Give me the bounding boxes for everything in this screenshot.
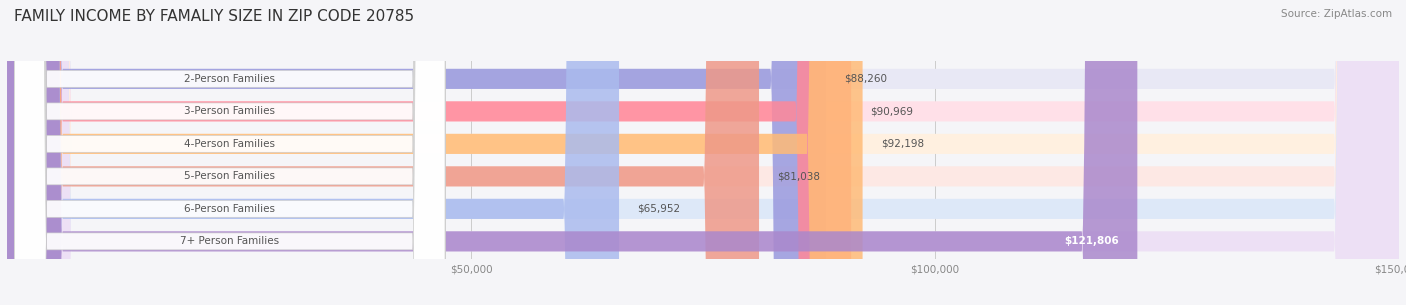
Text: 4-Person Families: 4-Person Families: [184, 139, 276, 149]
FancyBboxPatch shape: [7, 0, 863, 305]
Text: $92,198: $92,198: [882, 139, 924, 149]
Text: Source: ZipAtlas.com: Source: ZipAtlas.com: [1281, 9, 1392, 19]
Text: $90,969: $90,969: [870, 106, 912, 117]
Text: $81,038: $81,038: [778, 171, 821, 181]
Text: 3-Person Families: 3-Person Families: [184, 106, 276, 117]
Text: 5-Person Families: 5-Person Families: [184, 171, 276, 181]
FancyBboxPatch shape: [14, 0, 446, 305]
FancyBboxPatch shape: [7, 0, 1399, 305]
FancyBboxPatch shape: [7, 0, 1137, 305]
Text: 2-Person Families: 2-Person Families: [184, 74, 276, 84]
Text: $65,952: $65,952: [637, 204, 681, 214]
FancyBboxPatch shape: [7, 0, 851, 305]
FancyBboxPatch shape: [7, 0, 1399, 305]
FancyBboxPatch shape: [7, 0, 1399, 305]
FancyBboxPatch shape: [7, 0, 619, 305]
FancyBboxPatch shape: [14, 0, 446, 305]
Text: $121,806: $121,806: [1064, 236, 1119, 246]
FancyBboxPatch shape: [14, 0, 446, 305]
Text: 7+ Person Families: 7+ Person Families: [180, 236, 280, 246]
FancyBboxPatch shape: [14, 0, 446, 305]
FancyBboxPatch shape: [7, 0, 759, 305]
FancyBboxPatch shape: [7, 0, 1399, 305]
Text: 6-Person Families: 6-Person Families: [184, 204, 276, 214]
FancyBboxPatch shape: [7, 0, 827, 305]
FancyBboxPatch shape: [7, 0, 1399, 305]
FancyBboxPatch shape: [14, 0, 446, 305]
FancyBboxPatch shape: [14, 0, 446, 305]
FancyBboxPatch shape: [7, 0, 1399, 305]
Text: $88,260: $88,260: [845, 74, 887, 84]
Text: FAMILY INCOME BY FAMALIY SIZE IN ZIP CODE 20785: FAMILY INCOME BY FAMALIY SIZE IN ZIP COD…: [14, 9, 415, 24]
